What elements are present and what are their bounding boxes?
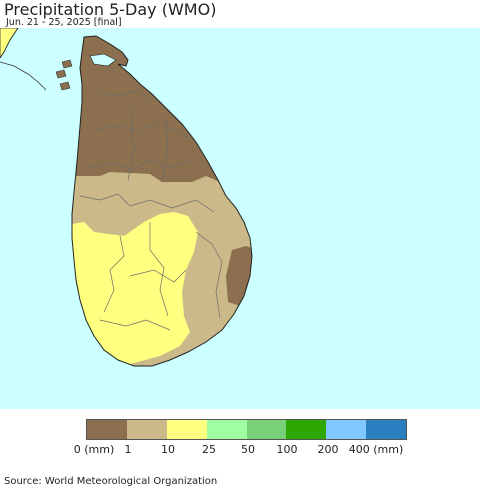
island-fragment: [61, 59, 73, 69]
legend-swatch: [246, 420, 287, 439]
legend-label: 10: [161, 443, 175, 456]
legend-swatch: [126, 420, 167, 439]
island-fragment: [59, 81, 71, 91]
zone-10-25mm: [72, 212, 198, 364]
india-coastline: [0, 28, 47, 91]
precipitation-map: [0, 28, 480, 409]
rainfall-zones: [72, 36, 252, 366]
precipitation-legend: [86, 419, 407, 440]
sri-lanka-coastline: [71, 35, 253, 367]
legend-label: 1: [124, 443, 132, 456]
legend-label: 0 (mm): [73, 443, 115, 456]
legend-swatch: [326, 420, 367, 439]
legend-label: 50: [241, 443, 255, 456]
district-boundaries: [79, 89, 223, 331]
legend-swatch: [87, 420, 127, 439]
legend-label: 200: [317, 443, 339, 456]
legend-label: 25: [202, 443, 216, 456]
legend-label: 100: [276, 443, 298, 456]
source-credit: Source: World Meteorological Organizatio…: [4, 476, 218, 487]
page-title: Precipitation 5-Day (WMO): [4, 0, 217, 19]
date-range-subtitle: Jun. 21 - 25, 2025 [final]: [6, 17, 122, 28]
legend-swatch: [206, 420, 247, 439]
legend-swatch: [286, 420, 327, 439]
jaffna-lagoon: [89, 53, 117, 67]
legend-swatch: [366, 420, 406, 439]
legend-label: 400 (mm): [348, 443, 404, 456]
island-fragment: [55, 69, 67, 79]
legend-swatch: [166, 420, 207, 439]
